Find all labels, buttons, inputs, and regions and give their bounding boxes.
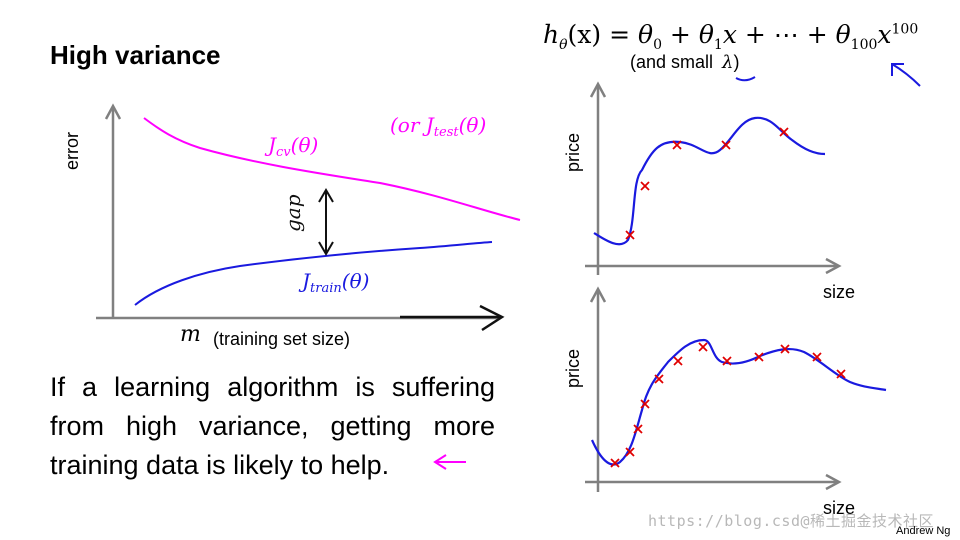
fit-plot-1-y-label: price: [563, 132, 583, 172]
slide-title: High variance: [50, 40, 221, 70]
fit-plot-2-x-label: size: [823, 498, 856, 518]
data-point: [633, 424, 643, 434]
error-axis-arrowhead: [104, 103, 122, 120]
gap-arrow: [318, 188, 334, 256]
data-point: [836, 369, 846, 379]
hand-arrow-m: [400, 304, 505, 332]
hypothesis-formula: hθ(x) = θ0 + θ1x + ⋯ + θ100x100: [543, 20, 919, 53]
fit-plot-1-x-label: size: [823, 282, 856, 302]
data-point: [654, 374, 664, 384]
jcv-label: Jcv(θ): [264, 133, 318, 160]
fit-plot-2-axes: [585, 286, 842, 492]
fit-plot-2-y-label: price: [563, 348, 583, 388]
data-point: [610, 458, 620, 468]
jtrain-label: Jtrain(θ): [298, 269, 369, 296]
data-point: [722, 356, 732, 366]
lambda-note: (and small λ): [630, 52, 740, 73]
jtrain-curve: [134, 241, 493, 306]
data-point: [812, 352, 822, 362]
data-point: [625, 230, 635, 240]
data-point: [625, 447, 635, 457]
error-axis-label: error: [62, 131, 82, 170]
data-point: [780, 344, 790, 354]
data-point: [754, 352, 764, 362]
conclusion-pointer-arrow: [433, 454, 466, 470]
jcv-curve: [143, 117, 521, 221]
size-axis-label: (training set size): [213, 329, 351, 349]
data-point: [640, 399, 650, 409]
data-point: [673, 356, 683, 366]
author-credit: Andrew Ng: [896, 525, 951, 537]
data-point: [779, 127, 789, 137]
fit-plot-1-curve: [593, 116, 826, 246]
data-point: [672, 140, 682, 150]
data-point: [640, 181, 650, 191]
m-symbol: m: [180, 322, 201, 347]
formula-pointer-arrow: [891, 63, 921, 87]
gap-label: gap: [281, 194, 305, 232]
watermark: https://blog.csd@稀土掘金技术社区: [648, 512, 935, 530]
data-point: [698, 342, 708, 352]
lambda-underline: [735, 76, 756, 82]
jtest-label: (or Jtest(θ): [390, 113, 486, 140]
lambda-symbol: λ: [722, 52, 734, 73]
fit-plot-2-curve: [590, 338, 887, 466]
fit-plot-2-points: [610, 342, 846, 468]
fit-plot-1-points: [625, 127, 789, 240]
data-point: [721, 140, 731, 150]
fit-plot-1-axes: [585, 81, 842, 275]
conclusion-text: If a learning algorithm is suffering fro…: [50, 372, 495, 480]
